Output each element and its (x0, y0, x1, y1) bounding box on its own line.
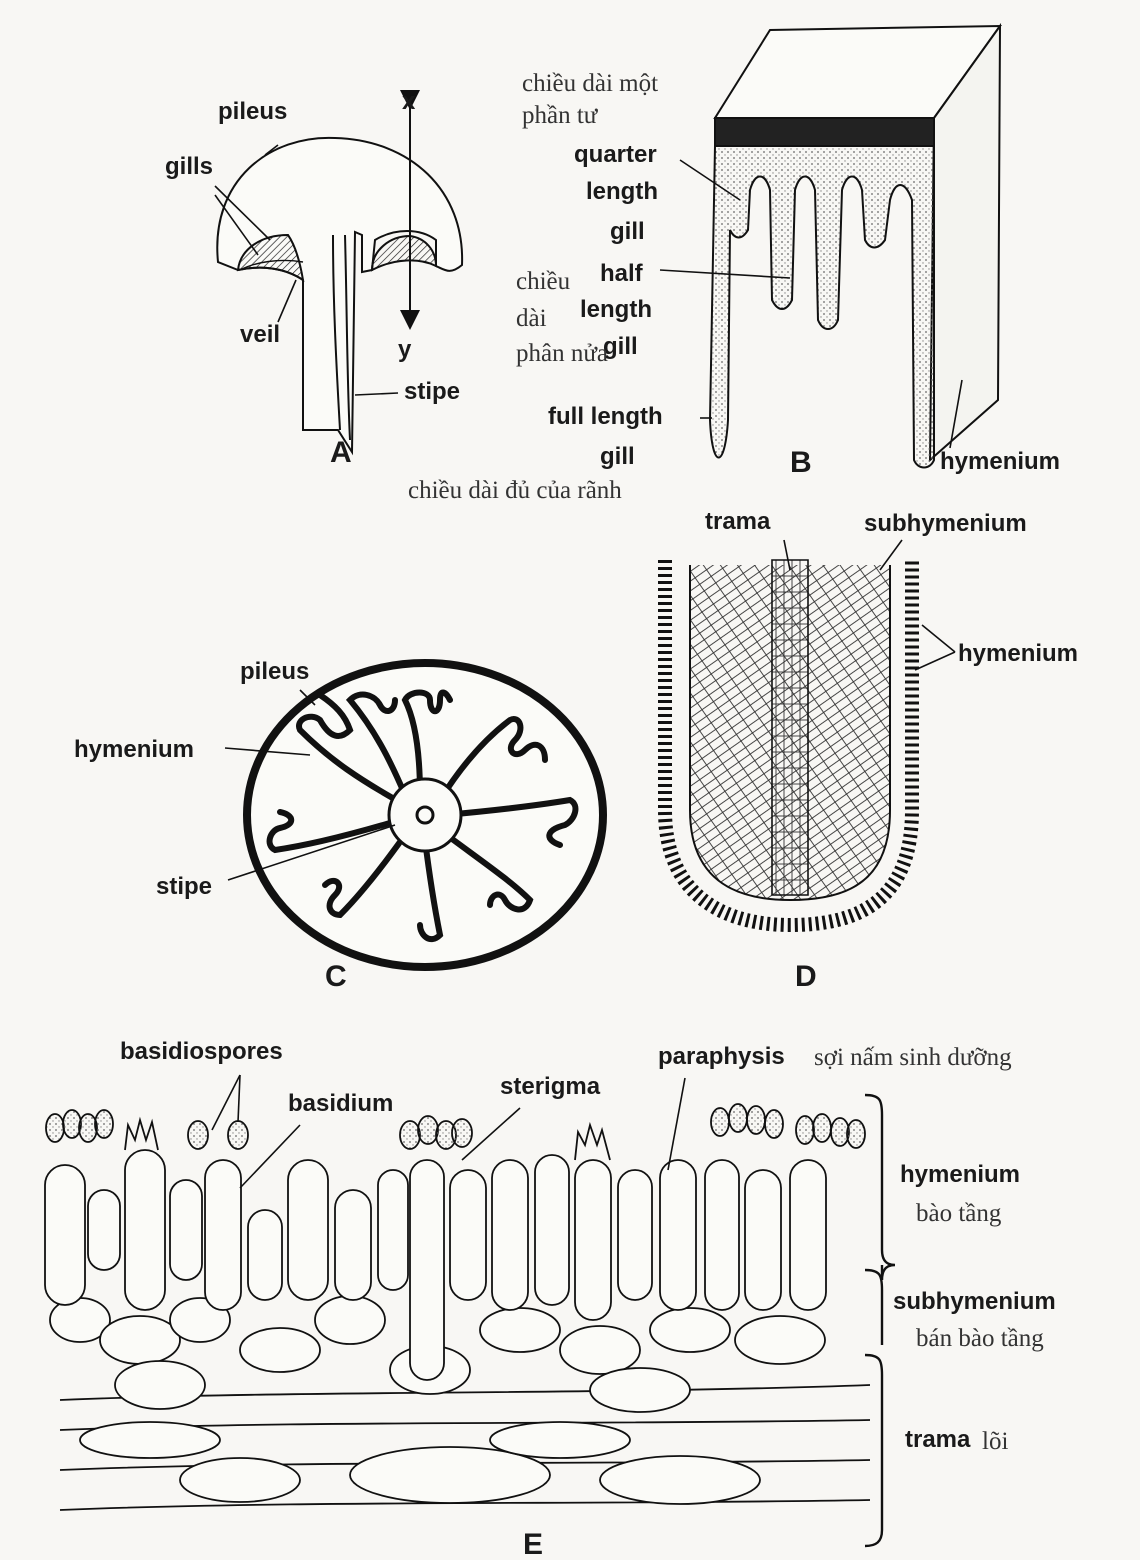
vn-quarter-line-1: chiều dài một (522, 70, 659, 97)
label-e-basidium: basidium (288, 1090, 394, 1117)
vn-trama: lõi (982, 1428, 1009, 1455)
label-a-axis-x: x (402, 88, 416, 115)
label-c-hymenium: hymenium (74, 736, 195, 763)
label-a-axis-y: y (398, 336, 412, 363)
vn-half-line-3: phân nửa (516, 340, 608, 367)
label-b-half: half (600, 260, 643, 287)
label-e-trama: trama (905, 1426, 971, 1453)
label-a-gills: gills (165, 153, 214, 180)
vn-half-line-1: chiều (516, 268, 571, 295)
label-c-pileus: pileus (240, 658, 310, 685)
panel-letter-d: D (795, 960, 817, 993)
vn-paraphysis: sợi nấm sinh dưỡng (814, 1044, 1012, 1071)
label-a-veil: veil (240, 321, 281, 348)
label-d-trama: trama (705, 508, 771, 535)
label-d-subhymenium: subhymenium (864, 510, 1027, 537)
vn-hymenium: bào tầng (916, 1200, 1002, 1227)
label-d-hymenium: hymenium (958, 640, 1079, 667)
panel-d-gill-section (658, 539, 956, 933)
label-e-hymenium: hymenium (900, 1161, 1021, 1188)
label-a-stipe: stipe (404, 378, 461, 405)
label-e-basidiospores: basidiospores (120, 1038, 283, 1065)
label-b-gill-1: gill (610, 218, 645, 245)
label-c-stipe: stipe (156, 873, 213, 900)
label-b-length-1: length (586, 178, 658, 205)
label-b-gill-2: gill (603, 333, 638, 360)
label-e-sterigma: sterigma (500, 1073, 601, 1100)
label-e-subhymenium: subhymenium (893, 1288, 1056, 1315)
label-b-length-2: length (580, 296, 652, 323)
label-a-pileus: pileus (218, 98, 288, 125)
panel-c-cross-section (224, 659, 607, 971)
vn-subhymenium: bán bào tầng (916, 1325, 1044, 1352)
label-b-quarter: quarter (574, 141, 657, 168)
panel-letter-c: C (325, 960, 347, 993)
panel-letter-a: A (330, 436, 352, 469)
panel-a-mushroom (214, 90, 464, 456)
label-e-paraphysis: paraphysis (658, 1043, 785, 1070)
label-b-full-length: full length (548, 403, 663, 430)
vn-full-length: chiều dài đủ của rãnh (408, 477, 622, 504)
panel-letter-e: E (523, 1528, 544, 1560)
vn-half-line-2: dài (516, 305, 547, 332)
panel-letter-b: B (790, 446, 812, 479)
panel-e-hymenium-layers (44, 1074, 896, 1548)
label-b-hymenium: hymenium (940, 448, 1061, 475)
vn-quarter-line-2: phần tư (522, 102, 598, 129)
label-b-gill-3: gill (600, 443, 635, 470)
panel-b-gill-block (659, 22, 1002, 469)
